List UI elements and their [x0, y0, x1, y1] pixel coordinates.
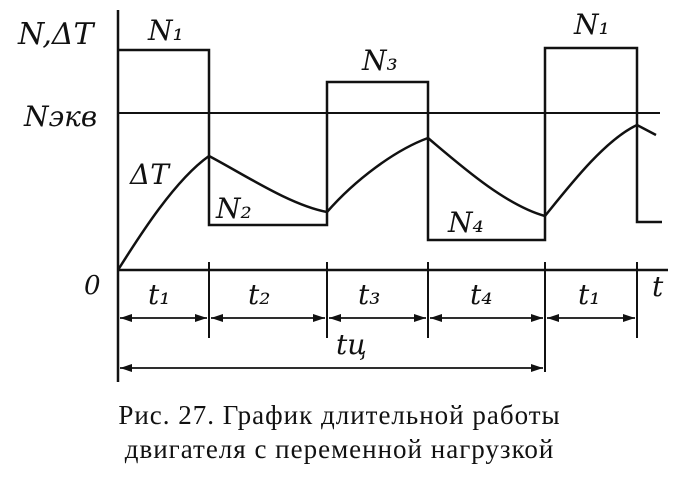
t2-label: t₂: [248, 278, 270, 311]
caption-line-2: двигателя с переменной нагрузкой: [124, 434, 555, 464]
x-axis-label: t: [652, 270, 664, 303]
load-diagram: N,ΔT Nэкв 0 t ΔT N₁ N₂ N₃ N₄ N₁ t₁ t₂ t₃…: [17, 8, 668, 382]
cycle-time-label: tц: [336, 328, 367, 361]
interval-markers: [117, 262, 638, 372]
t3-label: t₃: [358, 278, 380, 311]
t1-label-second: t₁: [578, 278, 600, 311]
n3-label: N₃: [361, 44, 398, 77]
y-axis-label: N,ΔT: [17, 17, 96, 52]
interval-arrows: [120, 314, 635, 372]
n2-label: N₂: [215, 192, 252, 225]
load-step-curve: [118, 46, 662, 242]
temperature-rise-curve: [116, 123, 657, 271]
figure-caption: Рис. 27. График длительной работы двигат…: [0, 398, 679, 466]
delta-t-label: ΔT: [129, 158, 171, 191]
n1-label-second: N₁: [573, 8, 610, 41]
origin-label: 0: [84, 271, 101, 301]
n4-label: N₄: [447, 206, 484, 239]
t1-label-first: t₁: [148, 278, 170, 311]
caption-line-1: Рис. 27. График длительной работы: [118, 400, 561, 430]
t4-label: t₄: [470, 278, 492, 311]
n-equivalent-label: Nэкв: [23, 100, 97, 133]
n1-label-first: N₁: [147, 14, 184, 47]
